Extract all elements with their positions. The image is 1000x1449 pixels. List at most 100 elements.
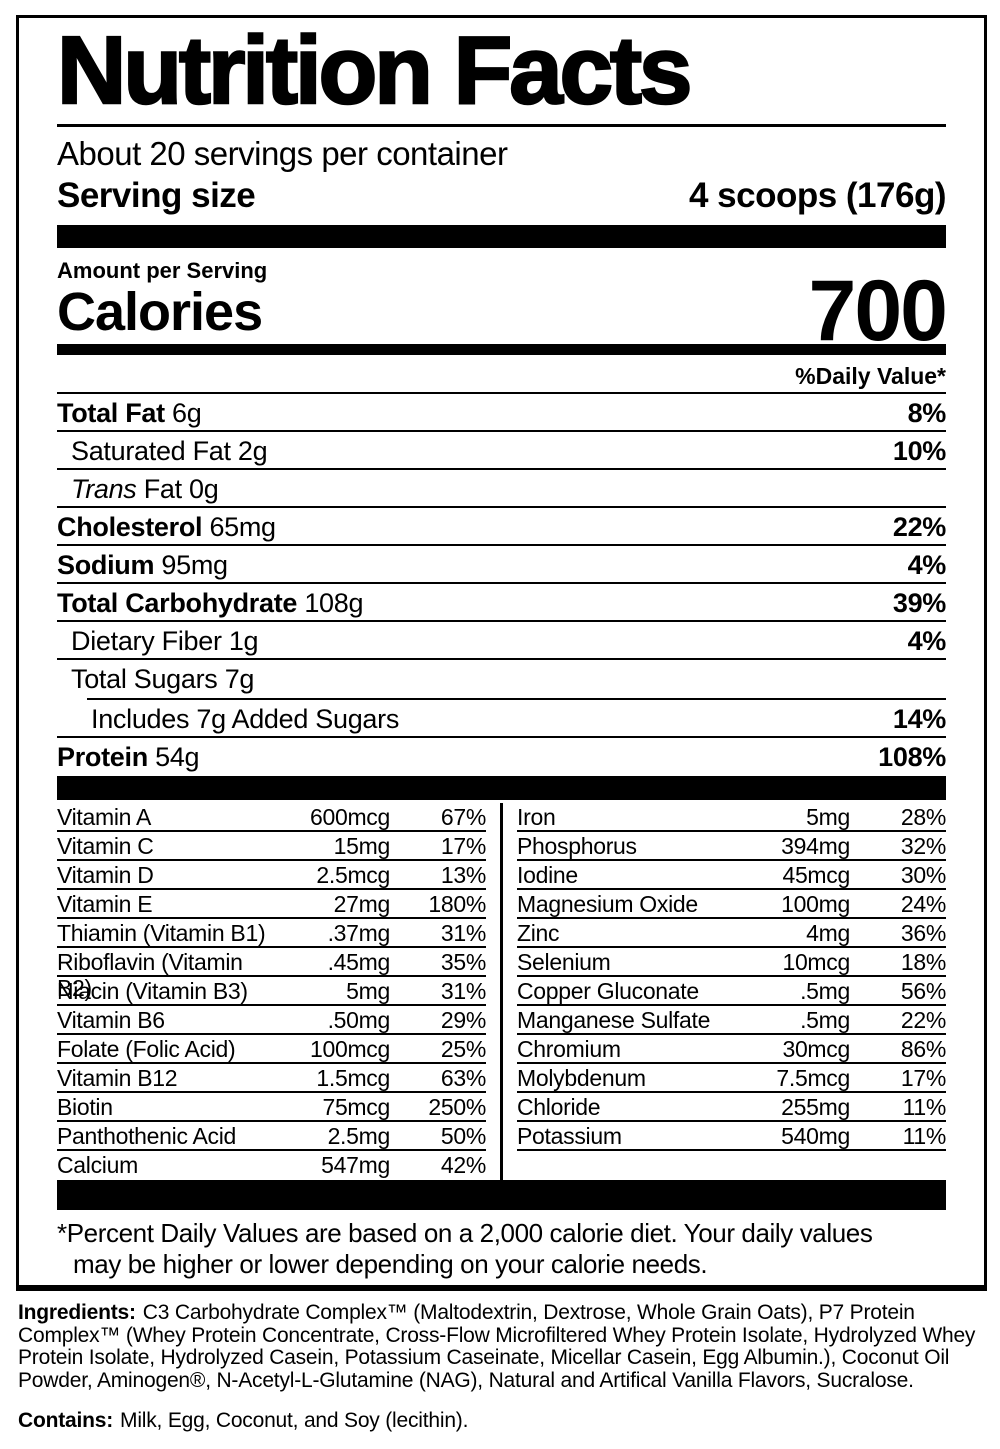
- nutrient-amount: 7g: [224, 664, 255, 694]
- vitamin-amount: .50mg: [327, 1007, 391, 1033]
- vitamin-daily-value: 22%: [900, 1007, 946, 1033]
- nutrient-row: Cholesterol 65mg 22%: [57, 508, 946, 546]
- vitamin-name: Riboflavin (Vitamin B2): [57, 949, 243, 1001]
- vitamin-row: Phosphorus 394mg 32%: [517, 832, 946, 861]
- vitamin-name: Molybdenum: [517, 1065, 646, 1091]
- vitamin-daily-value: 30%: [900, 862, 946, 888]
- vitamin-amount: 30mcg: [782, 1036, 850, 1062]
- vitamin-daily-value: 56%: [900, 978, 946, 1004]
- nutrient-row: Total Sugars 7g: [57, 660, 946, 698]
- vitamin-row: Riboflavin (Vitamin B2) .45mg 35%: [57, 948, 486, 1001]
- vitamin-name: Niacin (Vitamin B3): [57, 978, 248, 1004]
- vitamin-amount: 100mg: [781, 891, 850, 917]
- vitamin-row: Calcium 547mg 42%: [57, 1151, 486, 1180]
- vitamin-name: Chromium: [517, 1036, 621, 1062]
- vitamin-daily-value: 17%: [440, 833, 486, 859]
- section-divider-thick: [57, 776, 946, 800]
- nutrient-name: Total Sugars: [71, 664, 218, 694]
- vitamin-row: Vitamin A 600mcg 67%: [57, 803, 486, 832]
- nutrient-name-amount: Trans Fat 0g: [57, 474, 219, 506]
- vitamin-name: Vitamin C: [57, 833, 154, 859]
- vitamin-name: Phosphorus: [517, 833, 637, 859]
- vitamins-column-divider: [500, 803, 503, 1180]
- nutrient-rows: Total Fat 6g 8% Saturated Fat 2g 10% Trans F…: [57, 394, 946, 776]
- vitamin-name: Vitamin E: [57, 891, 153, 917]
- vitamin-daily-value: 35%: [440, 949, 486, 975]
- nutrient-row: Trans Fat 0g: [57, 470, 946, 508]
- contains-paragraph: Contains: Milk, Egg, Coconut, and Soy (le…: [18, 1408, 976, 1433]
- nutrient-name-amount: Cholesterol 65mg: [57, 512, 276, 544]
- nutrient-name: Saturated Fat: [71, 436, 231, 466]
- nutrient-name-italic: Trans: [71, 474, 137, 504]
- vitamin-name: Folate (Folic Acid): [57, 1036, 236, 1062]
- nutrient-row: Total Fat 6g 8%: [57, 394, 946, 432]
- vitamin-name: Vitamin B6: [57, 1007, 165, 1033]
- ingredients-section: Ingredients: C3 Carbohydrate Complex™ (Ma…: [18, 1301, 976, 1433]
- ingredients-paragraph: Ingredients: C3 Carbohydrate Complex™ (Ma…: [18, 1301, 976, 1393]
- vitamin-amount: .45mg: [327, 949, 391, 975]
- contains-label: Contains:: [18, 1408, 114, 1432]
- vitamin-name: Calcium: [57, 1152, 138, 1178]
- vitamin-amount: 600mcg: [309, 804, 390, 830]
- nutrient-name-amount: Dietary Fiber 1g: [57, 626, 259, 658]
- vitamins-column-right: Iron 5mg 28% Phosphorus 394mg 32% Iodine 45mcg 3…: [517, 803, 946, 1180]
- vitamin-daily-value: 42%: [440, 1152, 486, 1178]
- section-divider-thick: [57, 225, 946, 248]
- vitamin-amount: 27mg: [333, 891, 391, 917]
- nutrient-row: Sodium 95mg 4%: [57, 546, 946, 584]
- vitamin-amount: 10mcg: [782, 949, 850, 975]
- daily-value-divider: [57, 392, 946, 394]
- vitamin-row: Potassium 540mg 11%: [517, 1122, 946, 1151]
- nutrient-amount: 0g: [189, 474, 219, 504]
- nutrient-row: Saturated Fat 2g 10%: [57, 432, 946, 470]
- vitamin-name: Copper Gluconate: [517, 978, 699, 1004]
- calories-block: Amount per Serving Calories 700: [57, 259, 948, 359]
- vitamin-name: Zinc: [517, 920, 560, 946]
- vitamin-amount: .5mg: [800, 1007, 850, 1033]
- vitamin-row: Vitamin B6 .50mg 29%: [57, 1006, 486, 1035]
- vitamin-name: Vitamin B12: [57, 1065, 178, 1091]
- label-title: Nutrition Facts: [56, 16, 694, 125]
- vitamin-amount: 100mcg: [309, 1036, 390, 1062]
- vitamin-daily-value: 28%: [900, 804, 946, 830]
- vitamin-row: Zinc 4mg 36%: [517, 919, 946, 948]
- vitamin-daily-value: 86%: [900, 1036, 946, 1062]
- nutrient-daily-value: 4%: [907, 626, 947, 656]
- nutrient-daily-value: 39%: [892, 588, 946, 618]
- nutrient-name-amount: Total Carbohydrate 108g: [57, 588, 364, 620]
- vitamin-name: Chloride: [517, 1094, 601, 1120]
- nutrient-daily-value: 8%: [907, 398, 947, 428]
- indented-divider: [57, 698, 946, 700]
- vitamin-name: Biotin: [57, 1094, 113, 1120]
- vitamin-daily-value: 17%: [900, 1065, 946, 1091]
- vitamin-name: Potassium: [517, 1123, 622, 1149]
- nutrient-name: Fat: [143, 474, 182, 504]
- nutrient-daily-value: 14%: [892, 704, 946, 734]
- nutrient-name-amount: Includes 7g Added Sugars: [57, 704, 399, 736]
- vitamin-amount: 547mg: [321, 1152, 390, 1178]
- nutrient-name: Cholesterol: [57, 512, 203, 542]
- vitamin-amount: 7.5mcg: [776, 1065, 850, 1091]
- nutrient-amount: 65mg: [209, 512, 276, 542]
- daily-value-footnote: *Percent Daily Values are based on a 2,0…: [57, 1218, 946, 1280]
- ingredients-text: C3 Carbohydrate Complex™ (Maltodextrin, …: [18, 1301, 976, 1393]
- vitamin-amount: 5mg: [346, 978, 390, 1004]
- vitamin-amount: 255mg: [781, 1094, 850, 1120]
- vitamin-row: Niacin (Vitamin B3) 5mg 31%: [57, 977, 486, 1006]
- nutrient-name: Includes 7g Added Sugars: [91, 704, 400, 734]
- nutrient-daily-value: 4%: [907, 550, 947, 580]
- nutrient-amount: 2g: [237, 436, 268, 466]
- servings-per-container: About 20 servings per container: [57, 135, 508, 172]
- serving-size-row: Serving size 4 scoops (176g): [57, 176, 947, 216]
- vitamin-name: Vitamin D: [57, 862, 154, 888]
- nutrient-name: Total Fat: [57, 398, 165, 428]
- ingredients-label: Ingredients:: [18, 1301, 136, 1324]
- nutrient-name: Dietary Fiber: [71, 626, 222, 656]
- serving-size-label: Serving size: [57, 176, 256, 215]
- calories-value: 700: [808, 263, 948, 359]
- footnote-line: may be higher or lower depending on your…: [73, 1249, 708, 1279]
- nutrient-daily-value: 10%: [892, 436, 946, 466]
- vitamin-row: Magnesium Oxide 100mg 24%: [517, 890, 946, 919]
- calories-divider: [57, 344, 946, 355]
- vitamin-row: Biotin 75mcg 250%: [57, 1093, 486, 1122]
